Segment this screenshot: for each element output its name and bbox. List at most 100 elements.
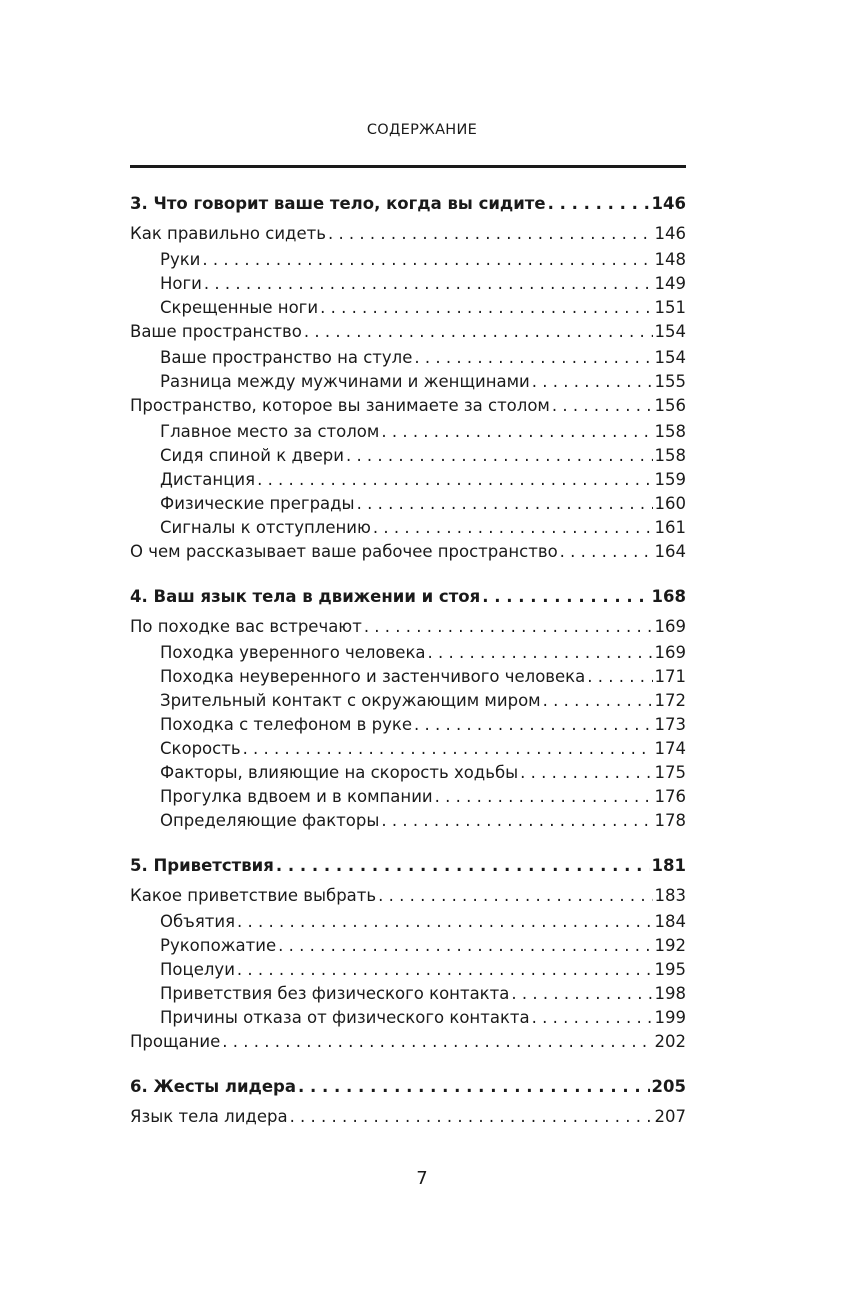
toc-entry-title: Рукопожатие [160, 936, 277, 955]
dot-leader [304, 320, 653, 344]
toc-chapter: 3. Что говорит ваше тело, когда вы сидит… [130, 192, 686, 216]
toc-entry-title: Походка с телефоном в руке [160, 715, 412, 734]
toc-entry-title: Прощание [130, 1032, 221, 1051]
toc-entry-page: 159 [654, 470, 687, 489]
toc-subsection: Походка с телефоном в руке 173 [130, 713, 686, 737]
dot-leader [298, 1075, 650, 1099]
dot-leader [511, 982, 652, 1006]
toc-entry-page: 178 [654, 811, 687, 830]
dot-leader [204, 272, 653, 296]
toc-entry-page: 205 [651, 1077, 686, 1096]
toc-entry-page: 161 [654, 518, 687, 537]
toc-subsection: Ноги 149 [130, 272, 686, 296]
toc-subsection: Зрительный контакт с окружающим миром 172 [130, 689, 686, 713]
toc-entry-page: 169 [654, 617, 687, 636]
toc-subsection: Поцелуи 195 [130, 958, 686, 982]
dot-leader [364, 615, 653, 639]
toc-entry-page: 158 [654, 422, 687, 441]
toc-entry-page: 156 [654, 396, 687, 415]
toc-entry-title: 5. Приветствия [130, 856, 274, 875]
toc-subsection: Руки 148 [130, 248, 686, 272]
toc-entry-title: По походке вас встречают [130, 617, 362, 636]
dot-leader [552, 394, 653, 418]
dot-leader [278, 934, 652, 958]
toc-chapter: 6. Жесты лидера 205 [130, 1075, 686, 1099]
toc-entry-page: 171 [654, 667, 687, 686]
toc-entry-title: 3. Что говорит ваше тело, когда вы сидит… [130, 194, 546, 213]
toc-section: Как правильно сидеть 146 [130, 222, 686, 246]
toc-entry-page: 195 [654, 960, 687, 979]
running-header: СОДЕРЖАНИЕ [366, 122, 478, 138]
toc-section: Язык тела лидера 207 [130, 1105, 686, 1129]
toc-section: О чем рассказывает ваше рабочее простран… [130, 540, 686, 564]
dot-leader [257, 468, 652, 492]
toc-subsection: Рукопожатие 192 [130, 934, 686, 958]
toc-section: По походке вас встречают 169 [130, 615, 686, 639]
toc-entry-page: 149 [654, 274, 687, 293]
toc-entry-page: 146 [651, 194, 686, 213]
toc-entry-page: 154 [654, 348, 687, 367]
toc-section: Пространство, которое вы занимаете за ст… [130, 394, 686, 418]
dot-leader [237, 910, 652, 934]
toc-subsection: Причины отказа от физического контакта 19… [130, 1006, 686, 1030]
dot-leader [320, 296, 652, 320]
dot-leader [532, 1006, 653, 1030]
dot-leader [428, 641, 653, 665]
toc-section: Прощание 202 [130, 1030, 686, 1054]
dot-leader [414, 713, 653, 737]
toc-entry-page: 169 [654, 643, 687, 662]
toc-subsection: Скорость 174 [130, 737, 686, 761]
toc-entry-title: Ваше пространство [130, 322, 302, 341]
toc-entry-title: Прогулка вдвоем и в компании [160, 787, 433, 806]
toc-entry-page: 184 [654, 912, 687, 931]
toc-entry-page: 207 [654, 1107, 687, 1126]
toc-subsection: Сидя спиной к двери 158 [130, 444, 686, 468]
toc-subsection: Походка уверенного человека 169 [130, 641, 686, 665]
toc-entry-title: Походка неуверенного и застенчивого чело… [160, 667, 586, 686]
toc-entry-title: Пространство, которое вы занимаете за ст… [130, 396, 550, 415]
toc-chapter: 5. Приветствия 181 [130, 854, 686, 878]
toc-entry-page: 192 [654, 936, 687, 955]
dot-leader [381, 809, 652, 833]
toc-entry-title: Разница между мужчинами и женщинами [160, 372, 530, 391]
toc-entry-page: 155 [654, 372, 687, 391]
toc-entry-title: Руки [160, 250, 201, 269]
dot-leader [381, 420, 652, 444]
toc-subsection: Факторы, влияющие на скорость ходьбы 175 [130, 761, 686, 785]
toc-subsection: Ваше пространство на стуле 154 [130, 346, 686, 370]
toc-section: Какое приветствие выбрать 183 [130, 884, 686, 908]
dot-leader [520, 761, 652, 785]
dot-leader [346, 444, 653, 468]
toc-chapter: 4. Ваш язык тела в движении и стоя 168 [130, 585, 686, 609]
toc-subsection: Главное место за столом 158 [130, 420, 686, 444]
toc-entry-title: Скорость [160, 739, 241, 758]
dot-leader [222, 1030, 652, 1054]
dot-leader [587, 665, 652, 689]
dot-leader [243, 737, 653, 761]
toc-entry-page: 172 [654, 691, 687, 710]
toc-entry-page: 154 [654, 322, 687, 341]
toc-entry-title: Походка уверенного человека [160, 643, 426, 662]
toc-entry-page: 168 [651, 587, 686, 606]
toc-subsection: Определяющие факторы 178 [130, 809, 686, 833]
dot-leader [543, 689, 653, 713]
toc-entry-page: 160 [654, 494, 687, 513]
toc-entry-title: Поцелуи [160, 960, 235, 979]
toc-entry-title: Сигналы к отступлению [160, 518, 371, 537]
dot-leader [237, 958, 653, 982]
toc-entry-title: Сидя спиной к двери [160, 446, 344, 465]
toc-entry-title: Факторы, влияющие на скорость ходьбы [160, 763, 519, 782]
toc-subsection: Скрещенные ноги 151 [130, 296, 686, 320]
toc-entry-page: 199 [654, 1008, 687, 1027]
dot-leader [328, 222, 653, 246]
toc-subsection: Дистанция 159 [130, 468, 686, 492]
dot-leader [290, 1105, 653, 1129]
dot-leader [482, 585, 649, 609]
toc-entry-title: Как правильно сидеть [130, 224, 326, 243]
toc-subsection: Разница между мужчинами и женщинами 155 [130, 370, 686, 394]
dot-leader [276, 854, 650, 878]
toc-entry-page: 151 [654, 298, 687, 317]
toc-entry-title: Причины отказа от физического контакта [160, 1008, 530, 1027]
dot-leader [414, 346, 652, 370]
toc-entry-title: Язык тела лидера [130, 1107, 288, 1126]
